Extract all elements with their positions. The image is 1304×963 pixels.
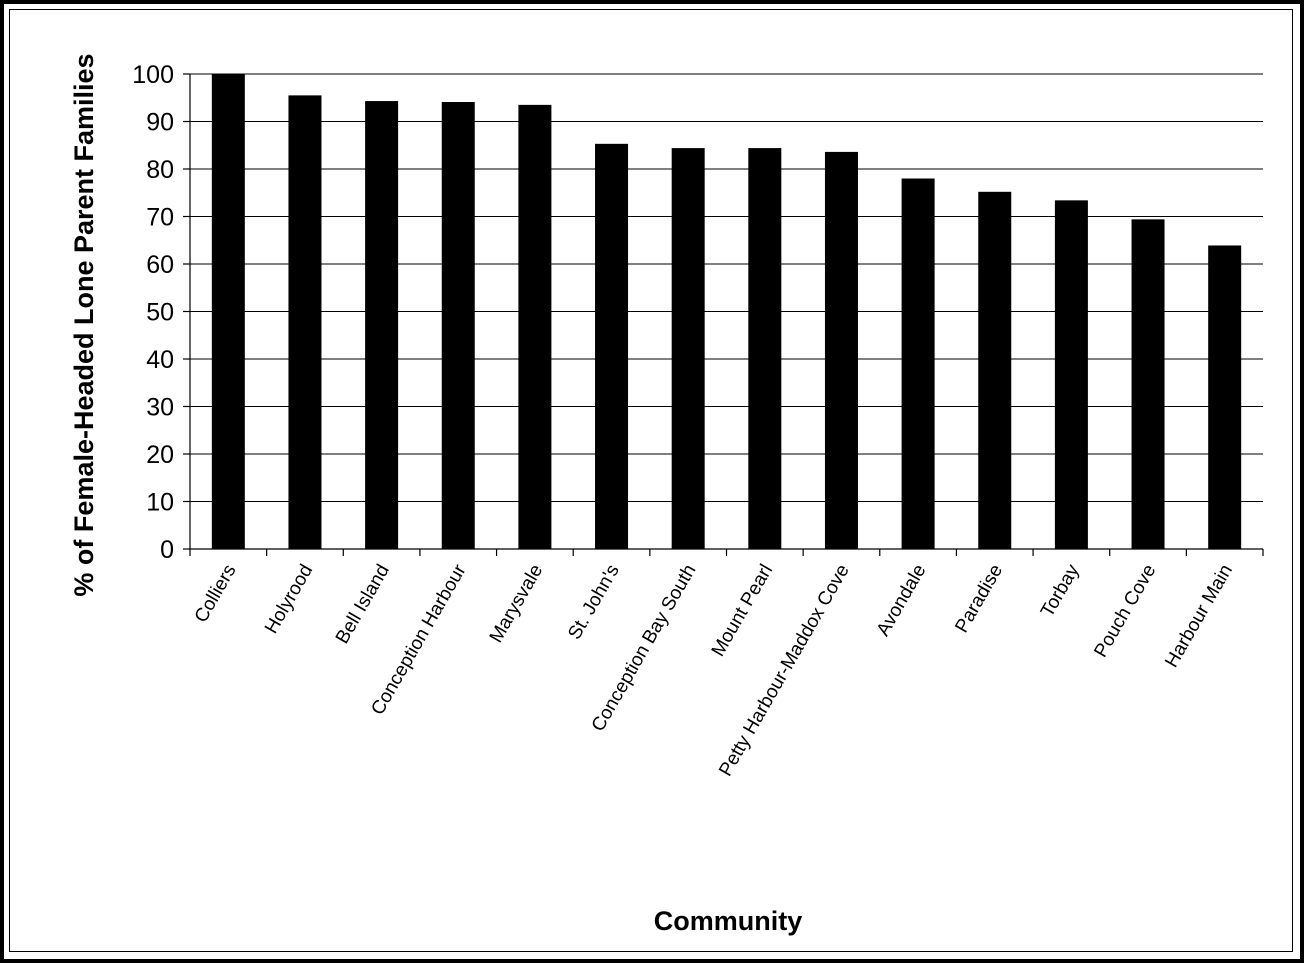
x-tick-label: Harbour Main <box>1161 561 1237 671</box>
y-tick-label: 40 <box>146 346 174 374</box>
gridlines <box>190 73 1263 502</box>
bar <box>671 148 705 549</box>
x-tick-label: St. John's <box>564 561 624 643</box>
bar <box>211 74 245 549</box>
bar <box>748 148 782 549</box>
bars <box>211 74 1242 550</box>
y-tick-label: 0 <box>160 536 174 564</box>
y-tick-label: 90 <box>146 109 174 137</box>
y-tick-label: 30 <box>146 394 174 422</box>
bar <box>288 95 322 549</box>
x-tick-label: Torbay <box>1037 561 1084 621</box>
x-tick-label: Avondale <box>873 561 931 640</box>
y-axis-title: % of Female-Headed Lone Parent Families <box>69 53 99 596</box>
bar <box>441 102 475 550</box>
y-tick-label: 80 <box>146 156 174 184</box>
y-tick-label: 60 <box>146 251 174 279</box>
y-tick-labels: 0 10 20 30 40 50 60 70 80 90 100 <box>132 61 174 564</box>
x-tick-label: Pouch Cove <box>1090 561 1160 661</box>
x-axis-title: Community <box>654 906 803 936</box>
bar <box>1054 200 1088 549</box>
x-tick-label: Mount Pearl <box>708 561 777 660</box>
bar <box>595 143 629 549</box>
y-tick-label: 100 <box>132 61 174 89</box>
bar <box>1208 245 1242 549</box>
y-tick-label: 20 <box>146 441 174 469</box>
bar <box>901 178 935 549</box>
x-tick-label: Holyrood <box>261 561 317 637</box>
x-tick-label: Marysvale <box>486 561 547 646</box>
bar <box>365 101 399 549</box>
x-tick-label: Paradise <box>951 561 1007 636</box>
x-tick-label: Petty Harbour-Maddox Cove <box>715 561 854 780</box>
bar <box>824 151 858 549</box>
y-tick-label: 10 <box>146 489 174 517</box>
bar <box>1131 219 1165 549</box>
x-tick-label: Bell Island <box>332 561 394 647</box>
y-tick-label: 50 <box>146 299 174 327</box>
bar <box>518 104 552 549</box>
y-tick-label: 70 <box>146 204 174 232</box>
axes <box>183 73 1264 556</box>
bar <box>978 191 1012 550</box>
x-tick-label: Colliers <box>191 561 241 626</box>
